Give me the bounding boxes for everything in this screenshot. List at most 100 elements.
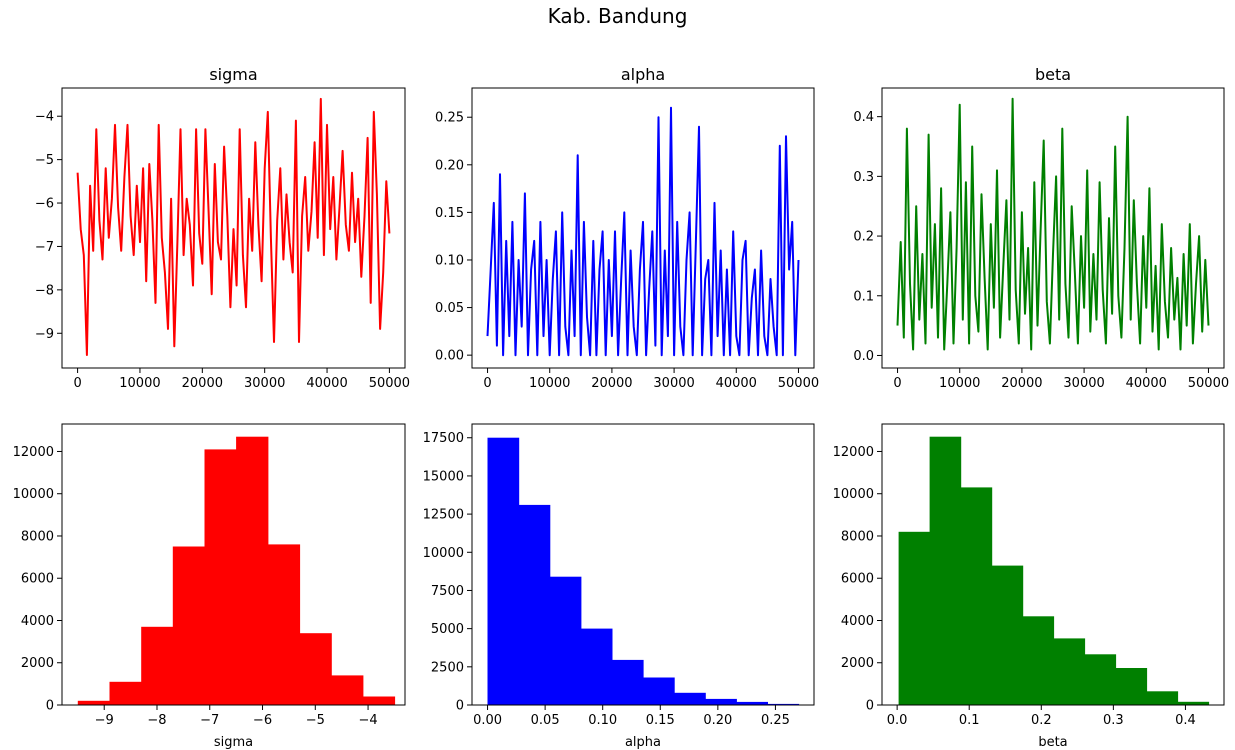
panel-4-x-tick-label: −4 [358,713,377,728]
panel-5-y-tick-label: 2500 [431,660,464,675]
panel-5-x-tick-label: 0.20 [703,713,732,728]
panel-5-hist-bar [705,698,737,705]
figure-title: Kab. Bandung [547,4,688,28]
panel-5-hist-bar [580,628,613,705]
panel-5-y-tick-label: 5000 [431,622,464,637]
panel-6-y-tick-label: 6000 [841,572,874,587]
panel-1-y-tick-label: −4 [35,110,54,125]
panel-4-x-tick-label: −8 [147,713,166,728]
panel-4-x-axis-label: sigma [214,735,253,750]
panel-3-y-tick-label: 0.1 [853,289,874,304]
panel-2-x-tick-label: 20000 [591,376,632,391]
panel-5-hist-bar [767,703,800,705]
panel-2-title: alpha [621,65,665,84]
panel-2-y-tick-label: 0.25 [435,111,464,126]
panel-6-y-tick-label: 2000 [841,656,874,671]
panel-4-y-tick-label: 2000 [21,656,54,671]
panel-6-y-tick-label: 4000 [841,614,874,629]
panel-4-y-tick-label: 10000 [13,487,54,502]
panel-3-x-tick-label: 0 [893,376,901,391]
panel-3-y-tick-label: 0.2 [853,230,874,245]
panel-5-axes-frame [471,423,815,706]
panel-4-y-tick-label: 12000 [13,445,54,460]
panel-6-x-tick-label: 0.2 [1031,713,1052,728]
panel-2-x-tick-label: 10000 [529,376,570,391]
panel-4-hist-bar [267,544,301,705]
panel-4-hist-bar [362,696,396,705]
panel-1-x-tick-label: 40000 [306,376,347,391]
panel-4-hist-bar [331,675,364,705]
panel-6-hist-bar [1146,691,1179,705]
panel-3-x-tick-label: 50000 [1188,376,1229,391]
panel-6-hist-bar [929,436,962,705]
panel-1-y-tick-label: −6 [35,197,54,212]
panel-6-hist-bar [1115,668,1148,705]
panel-6-hist-bar [1084,654,1117,705]
panel-1-trace-line [76,97,391,356]
panel-5-hist-bar [643,677,675,705]
panel-6-y-tick-label: 0 [866,699,874,714]
panel-4-y-tick-label: 8000 [21,529,54,544]
panel-5-y-tick-label: 15000 [423,469,464,484]
panel-6-y-tick-label: 8000 [841,529,874,544]
panel-6-y-tick-label: 10000 [833,487,874,502]
panel-5-x-tick-label: 0.25 [761,713,790,728]
panel-4-hist-bar [204,449,237,705]
panel-4-axes-frame [61,423,406,706]
panel-3-y-tick-label: 0.0 [853,349,874,364]
panel-2-x-tick-label: 40000 [716,376,757,391]
panel-6-hist-bar [960,487,993,705]
panel-6-axes-frame [881,423,1225,706]
panel-1-y-tick-label: −9 [35,327,54,342]
panel-4-y-tick-label: 4000 [21,614,54,629]
panel-5-x-axis-label: alpha [625,735,661,750]
panel-2-x-tick-label: 50000 [778,376,819,391]
panel-4-hist-bar [109,681,142,705]
panel-4-x-tick-label: −9 [95,713,114,728]
panel-6-x-tick-label: 0.1 [959,713,980,728]
panel-5-y-tick-label: 12500 [423,508,464,523]
panel-1-title: sigma [209,65,257,84]
panel-5-x-tick-label: 0.10 [588,713,617,728]
panel-1-x-tick-label: 20000 [182,376,223,391]
panel-6-hist-bar [898,531,931,705]
panel-3-x-tick-label: 10000 [939,376,980,391]
panel-5-hist-bar [674,692,706,705]
panel-3-x-tick-label: 40000 [1126,376,1167,391]
panel-1-y-tick-label: −8 [35,283,54,298]
panel-2-y-tick-label: 0.00 [435,349,464,364]
panel-3-title: beta [1035,65,1071,84]
panel-4-x-tick-label: −7 [200,713,219,728]
panel-5-x-tick-label: 0.15 [646,713,675,728]
panel-4-hist-bar [141,626,174,705]
panel-6-hist-bar [1022,616,1055,705]
panel-6-x-tick-label: 0.4 [1175,713,1196,728]
panel-5-y-tick-label: 10000 [423,546,464,561]
panel-2-trace-line [486,106,800,357]
panel-5-hist-bar [611,659,644,705]
panel-6-x-tick-label: 0.3 [1103,713,1124,728]
panel-2-x-tick-label: 0 [483,376,491,391]
panel-3-x-tick-label: 30000 [1063,376,1104,391]
panel-5-x-tick-label: 0.05 [531,713,560,728]
panel-1-x-tick-label: 0 [73,376,81,391]
panel-4-hist-bar [77,700,111,705]
panel-6-hist-bar [1177,701,1210,705]
panel-1-x-tick-label: 10000 [119,376,160,391]
panel-4-y-tick-label: 6000 [21,572,54,587]
panel-6-x-tick-label: 0.0 [887,713,908,728]
panel-5-hist-bar [736,701,768,705]
panel-5-x-tick-label: 0.00 [473,713,502,728]
panel-4-x-tick-label: −5 [306,713,325,728]
panel-4-x-tick-label: −6 [253,713,272,728]
panel-1-x-tick-label: 30000 [244,376,285,391]
panel-5-y-tick-label: 17500 [423,431,464,446]
panel-5-hist-bar [487,437,520,705]
panel-3-y-tick-label: 0.4 [853,110,874,125]
panel-6-y-tick-label: 12000 [833,445,874,460]
panel-5-hist-bar [518,504,551,705]
panel-1-x-tick-label: 50000 [369,376,410,391]
panel-1-y-tick-label: −7 [35,240,54,255]
panel-1-y-tick-label: −5 [35,153,54,168]
panel-2-x-tick-label: 30000 [653,376,694,391]
